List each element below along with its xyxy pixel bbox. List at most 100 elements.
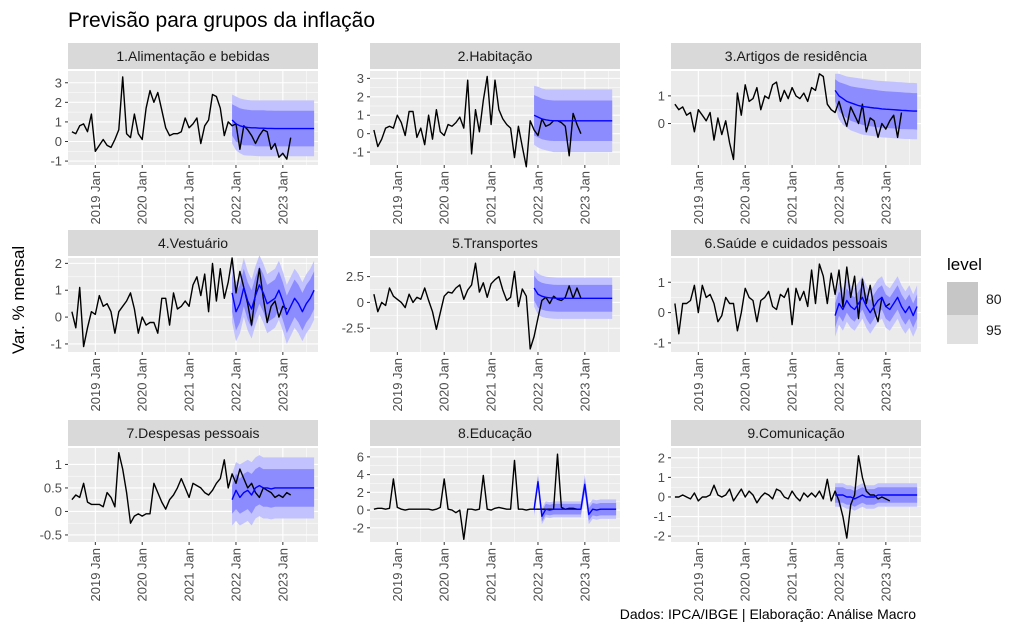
x-tick-label: 2021 Jan (785, 548, 800, 602)
y-tick-label: 1 (658, 275, 665, 290)
x-tick-label: 2023 Jan (275, 548, 290, 602)
facet-strip (671, 230, 921, 256)
y-tick-label: 1 (658, 470, 665, 485)
x-tick-label: 2019 Jan (88, 171, 103, 225)
forecast-series-line (231, 119, 315, 130)
facet-panel-1-alimentacao-e-bebidas: 1.Alimentação e bebidas -1 0 1 2 3 2019 Jan 202… (50, 43, 318, 225)
legend-label-80: 80 (986, 291, 1002, 307)
y-tick-label: 0 (357, 295, 364, 310)
facet-strip-title: 5.Transportes (452, 235, 538, 251)
y-tick-label: 6 (357, 449, 364, 464)
facet-strip-title: 1.Alimentação e bebidas (116, 48, 269, 64)
y-tick-label: 0 (55, 134, 62, 149)
x-tick-label: 2020 Jan (738, 358, 753, 412)
facet-panel-6-saude-e-cuidados-pessoais: 6.Saúde e cuidados pessoais -1 0 1 2019 Jan 2… (653, 230, 921, 412)
y-tick-label: 0 (357, 503, 364, 518)
x-tick-label: 2022 Jan (531, 548, 546, 602)
forecast-series-line (231, 284, 315, 316)
gridlines (370, 448, 620, 542)
y-tick-label: 1 (55, 114, 62, 129)
legend-key-95 (947, 315, 978, 344)
x-tick-label: 2020 Jan (135, 358, 150, 412)
legend-label-95: 95 (986, 322, 1002, 338)
y-tick-label: 0 (658, 489, 665, 504)
forecast-series-line (231, 484, 315, 500)
x-tick-label: 2023 Jan (275, 171, 290, 225)
y-axis-label: Var. % mensal (9, 246, 28, 354)
forecast-band-80 (835, 285, 918, 328)
facet-strip-title: 4.Vestuário (158, 235, 228, 251)
x-tick-label: 2022 Jan (229, 548, 244, 602)
y-tick-label: 0.5 (44, 480, 62, 495)
y-tick-label: 2.5 (346, 269, 364, 284)
x-tick-label: 2021 Jan (785, 358, 800, 412)
facet-strip-title: 2.Habitação (458, 48, 533, 64)
x-tick-label: 2019 Jan (390, 358, 405, 412)
forecast-band-80 (232, 104, 315, 147)
forecast-band-80 (534, 275, 613, 312)
facet-panel-2-habitacao: 2.Habitação -1 0 1 2 3 2019 Jan 2020 Jan 2021 Ja… (352, 43, 620, 225)
y-tick-label: 2 (357, 485, 364, 500)
x-tick-label: 2019 Jan (691, 548, 706, 602)
y-tick-label: -1 (50, 154, 62, 169)
facet-strip-title: 6.Saúde e cuidados pessoais (705, 235, 888, 251)
y-tick-label: 0 (658, 305, 665, 320)
y-tick-label: 4 (357, 467, 364, 482)
x-tick-label: 2022 Jan (832, 548, 847, 602)
x-tick-label: 2020 Jan (135, 171, 150, 225)
x-tick-label: 2021 Jan (484, 358, 499, 412)
x-tick-label: 2021 Jan (182, 358, 197, 412)
facet-strip-title: 9.Comunicação (747, 425, 844, 441)
facet-strip-title: 8.Educação (458, 425, 532, 441)
actual-series-line (674, 455, 891, 539)
y-tick-label: 0 (357, 126, 364, 141)
facet-panel-3-artigos-de-residencia: 3.Artigos de residência 0 1 2019 Jan 2020 Ja… (658, 43, 921, 225)
facet-panel-4-vestuario: 4.Vestuário -1 0 1 2 2019 Jan 2020 Jan 2021 Jan… (50, 230, 318, 412)
x-tick-label: 2019 Jan (691, 171, 706, 225)
facet-panel-7-despesas-pessoais: 7.Despesas pessoais -0.5 0 0.5 1 2019 Jan 2020… (40, 420, 318, 602)
y-tick-label: 2 (357, 89, 364, 104)
legend-key-80 (947, 282, 978, 315)
panel-background (370, 448, 620, 542)
caption: Dados: IPCA/IBGE | Elaboração: Análise M… (620, 606, 916, 622)
y-tick-label: 0 (658, 116, 665, 131)
y-tick-label: 2 (55, 256, 62, 271)
y-tick-label: 1 (55, 283, 62, 298)
forecast-series-line (533, 287, 613, 299)
x-tick-label: 2021 Jan (484, 548, 499, 602)
forecast-band-80 (232, 466, 315, 514)
legend: level 80 95 (947, 255, 1002, 344)
x-tick-label: 2021 Jan (785, 171, 800, 225)
x-tick-label: 2020 Jan (437, 171, 452, 225)
y-tick-label: 2 (658, 450, 665, 465)
y-tick-label: 0 (55, 504, 62, 519)
forecast-series-line (533, 114, 613, 122)
facet-panel-8-educacao: 8.Educação -2 0 2 4 6 2019 Jan 2020 Jan 2021 Jan… (352, 420, 620, 602)
actual-series-line (71, 257, 288, 348)
x-tick-label: 2020 Jan (738, 548, 753, 602)
facet-strip-title: 7.Despesas pessoais (126, 425, 259, 441)
x-tick-label: 2023 Jan (577, 171, 592, 225)
forecast-series-line (835, 494, 918, 500)
y-tick-label: 2 (55, 95, 62, 110)
x-tick-label: 2022 Jan (229, 358, 244, 412)
y-tick-label: -1 (50, 336, 62, 351)
facet-strip-title: 3.Artigos de residência (725, 48, 868, 64)
actual-series-line (71, 76, 292, 160)
facet-strip (370, 420, 620, 446)
y-tick-label: -1 (653, 335, 665, 350)
facet-strip (68, 230, 318, 256)
x-tick-label: 2019 Jan (691, 358, 706, 412)
x-tick-label: 2023 Jan (878, 171, 893, 225)
actual-series-line (674, 73, 903, 161)
x-tick-label: 2022 Jan (832, 358, 847, 412)
x-tick-label: 2022 Jan (531, 171, 546, 225)
x-tick-label: 2023 Jan (275, 358, 290, 412)
facet-strip (370, 230, 620, 256)
facet-strip (671, 420, 921, 446)
facet-panel-5-transportes: 5.Transportes -2.5 0 2.5 2019 Jan 2020 Jan 202… (342, 230, 620, 412)
forecast-series-line (834, 296, 918, 317)
